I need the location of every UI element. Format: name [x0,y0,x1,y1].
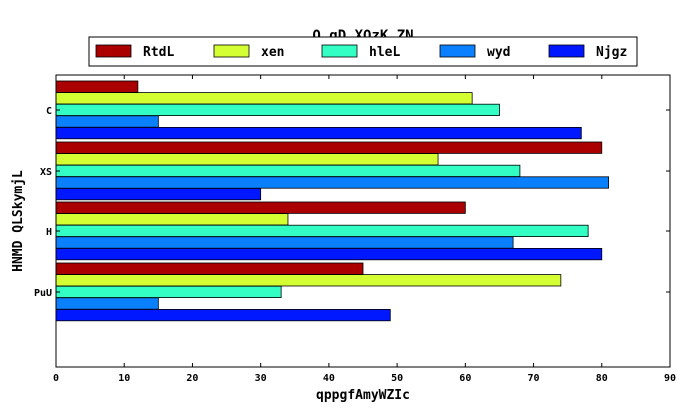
bar-wyd-PuU [55,297,159,310]
x-tick-label: 10 [118,373,130,384]
bar-hleL-H [55,224,589,237]
y-tick-label: PuU [34,288,52,299]
bar-wyd-H [55,236,514,249]
y-tick-label: H [46,227,52,238]
plot-frame [55,74,671,368]
bar-Njgz-PuU [55,308,391,322]
y-axis-ticks: C XS H PuU [34,106,670,299]
bar-RtdL-C [55,80,139,93]
x-tick-label: 20 [186,373,198,384]
legend-label-wyd: wyd [487,45,510,60]
legend-swatch-Njgz [548,44,585,58]
legend: RtdL xen hleL wyd Njgz [88,36,638,67]
x-tick-label: 40 [323,373,335,384]
y-axis-label: HNMD QLSkymjL [11,170,26,272]
bar-xen-PuU [55,274,562,287]
bar-Njgz-C [55,127,582,140]
x-tick-label: 50 [391,373,403,384]
bar-hleL-XS [55,164,521,177]
bar-wyd-C [55,115,159,128]
bar-RtdL-XS [55,141,603,154]
bar-xen-XS [55,153,439,166]
legend-label-RtdL: RtdL [143,45,174,60]
legend-swatch-RtdL [95,44,132,58]
x-tick-label: 30 [255,373,267,384]
legend-label-Njgz: Njgz [596,45,627,60]
x-axis-label: qppgfAmyWZIc [316,388,410,403]
x-tick-label: 60 [459,373,471,384]
x-tick-label: 80 [596,373,608,384]
x-tick-label: 70 [528,373,540,384]
bar-RtdL-PuU [55,262,364,275]
y-tick-label: C [46,106,52,117]
legend-label-xen: xen [261,45,284,60]
bar-RtdL-H [55,201,466,214]
legend-frame [88,36,638,67]
bar-Njgz-XS [55,187,262,201]
bar-Njgz-H [55,247,603,261]
legend-swatch-hleL [321,44,358,58]
x-axis-ticks: 0 10 20 30 40 50 60 70 80 90 [53,75,676,384]
bars-layer [55,80,609,322]
legend-swatch-xen [213,44,250,58]
x-tick-label: 90 [664,373,676,384]
legend-swatch-wyd [439,44,476,58]
bar-hleL-C [55,103,500,116]
legend-label-hleL: hleL [369,45,400,60]
bar-hleL-PuU [55,285,282,299]
bar-xen-H [55,213,289,226]
y-tick-label: XS [40,167,52,178]
bar-xen-C [55,92,473,105]
bar-wyd-XS [55,176,609,189]
x-tick-label: 0 [53,373,59,384]
